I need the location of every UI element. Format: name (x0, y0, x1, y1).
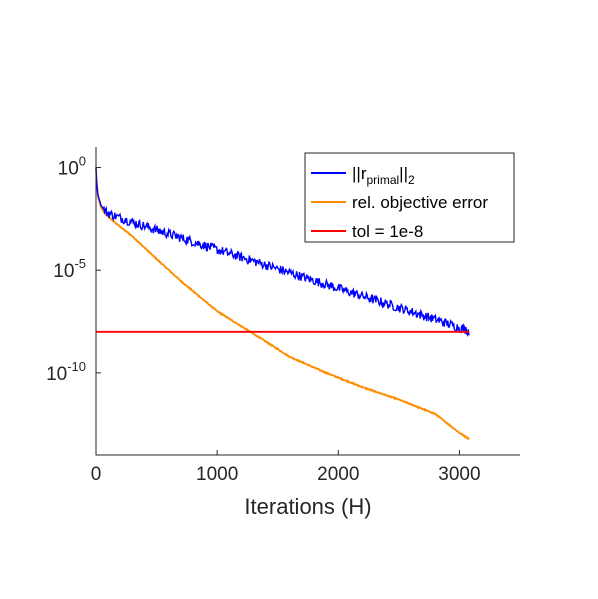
legend-box (304, 152, 515, 243)
y-tick-label: 10-5 (53, 256, 86, 282)
y-axis: 100 10-5 10-10 (46, 154, 101, 385)
x-tick-label: 1000 (196, 464, 238, 485)
x-tick-label: 0 (91, 464, 102, 485)
series-line-1 (95, 167, 470, 440)
legend: ||rprimal||2 rel. objective error tol = 1e… (304, 152, 515, 243)
x-tick-label: 3000 (438, 464, 480, 485)
series-layer (95, 167, 470, 440)
legend-label-0: ||rprimal||2 (352, 164, 415, 187)
y-tick-label: 100 (58, 154, 86, 180)
x-axis: 0 1000 2000 3000 (91, 450, 481, 485)
x-axis-label: Iterations (H) (244, 494, 371, 519)
legend-label-2: tol = 1e-8 (352, 222, 423, 241)
legend-label-1: rel. objective error (352, 193, 488, 212)
y-tick-label: 10-10 (46, 359, 86, 385)
x-tick-label: 2000 (317, 464, 359, 485)
series-line-0 (95, 167, 470, 338)
